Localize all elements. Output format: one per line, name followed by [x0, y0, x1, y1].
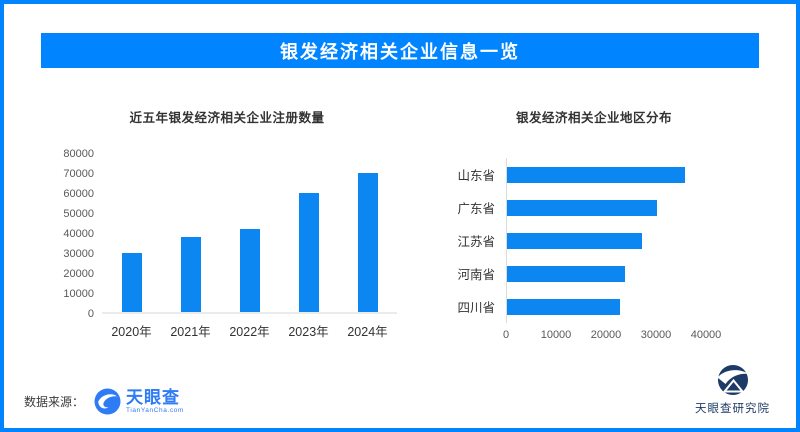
institute-logo: 天眼查研究院 [695, 364, 770, 416]
bar [507, 166, 685, 183]
registrations-y-axis: 80000 70000 60000 50000 40000 30000 20000 10000… [62, 148, 102, 320]
region-bar-area [506, 290, 774, 323]
institute-emblem-icon [717, 365, 748, 395]
x-category-label: 2024年 [347, 325, 388, 339]
region-label: 河南省 [457, 268, 495, 282]
region-bar-area [506, 191, 774, 224]
bar-column [220, 154, 279, 312]
region-label: 广东省 [457, 202, 495, 216]
x-tick-label: 10000 [540, 329, 572, 341]
bar [298, 193, 319, 312]
tianyancha-logo-url: TianYanCha.com [126, 406, 184, 414]
bar-column [161, 154, 220, 312]
tianyancha-logo-text: 天眼查 TianYanCha.com [126, 389, 184, 415]
region-label: 江苏省 [457, 235, 495, 249]
tianyancha-logo: 天眼查 TianYanCha.com [94, 388, 184, 415]
y-tick-label: 10000 [63, 288, 94, 300]
y-tick-label: 60000 [63, 188, 94, 200]
region-label: 四川省 [457, 301, 495, 315]
regions-chart: 银发经济相关企业地区分布 山东省广东省江苏省河南省四川省 0 10000 20000… [444, 107, 774, 345]
bar [239, 229, 260, 312]
x-category-label: 2023年 [288, 325, 329, 339]
y-tick-label: 0 [87, 308, 94, 320]
region-bar-area [506, 224, 774, 257]
region-row: 江苏省 [444, 224, 774, 257]
regions-x-axis: 0 10000 20000 30000 40000 [502, 329, 774, 345]
bar-column [102, 154, 161, 312]
regions-chart-title: 银发经济相关企业地区分布 [515, 111, 672, 125]
x-category-label: 2021年 [170, 325, 211, 339]
x-tick-label: 40000 [690, 329, 722, 341]
institute-name: 天眼查研究院 [695, 403, 770, 415]
region-label: 山东省 [457, 169, 495, 183]
bar [507, 298, 620, 315]
registrations-x-labels: 2020年 2021年 2022年 2023年 2024年 [102, 321, 397, 340]
region-row: 山东省 [444, 158, 774, 191]
bar [507, 232, 642, 249]
regions-bars: 山东省广东省江苏省河南省四川省 [444, 158, 774, 323]
tianyancha-eye-icon [94, 388, 121, 415]
x-category-label: 2022年 [229, 325, 270, 339]
page-title: 银发经济相关企业信息一览 [41, 33, 759, 68]
data-source-label: 数据来源： [24, 395, 85, 409]
registrations-chart-title: 近五年银发经济相关企业注册数量 [129, 111, 325, 125]
y-tick-label: 30000 [63, 248, 94, 260]
bar [507, 265, 625, 282]
registrations-chart: 近五年银发经济相关企业注册数量 80000 70000 60000 50000 4000… [62, 107, 402, 340]
bar [507, 199, 657, 216]
region-row: 广东省 [444, 191, 774, 224]
region-bar-area [506, 257, 774, 290]
x-tick-label: 0 [502, 329, 510, 341]
bar-column [279, 154, 338, 312]
region-row: 河南省 [444, 257, 774, 290]
data-source: 数据来源： 天眼查 TianYanCha.com [24, 388, 184, 415]
y-tick-label: 40000 [63, 228, 94, 240]
x-category-label: 2020年 [111, 325, 152, 339]
x-tick-label: 20000 [590, 329, 622, 341]
y-tick-label: 80000 [63, 148, 94, 160]
y-tick-label: 20000 [63, 268, 94, 280]
region-bar-area [506, 158, 774, 191]
region-row: 四川省 [444, 290, 774, 323]
bar [121, 253, 142, 312]
bar [357, 173, 378, 312]
bar [180, 237, 201, 312]
x-tick-label: 30000 [640, 329, 672, 341]
registrations-chart-plot: 80000 70000 60000 50000 40000 30000 20000 10000… [62, 148, 402, 320]
y-tick-label: 50000 [63, 208, 94, 220]
registrations-bars [102, 154, 397, 314]
bar-column [338, 154, 397, 312]
tianyancha-logo-name: 天眼查 [126, 387, 181, 407]
y-tick-label: 70000 [63, 168, 94, 180]
